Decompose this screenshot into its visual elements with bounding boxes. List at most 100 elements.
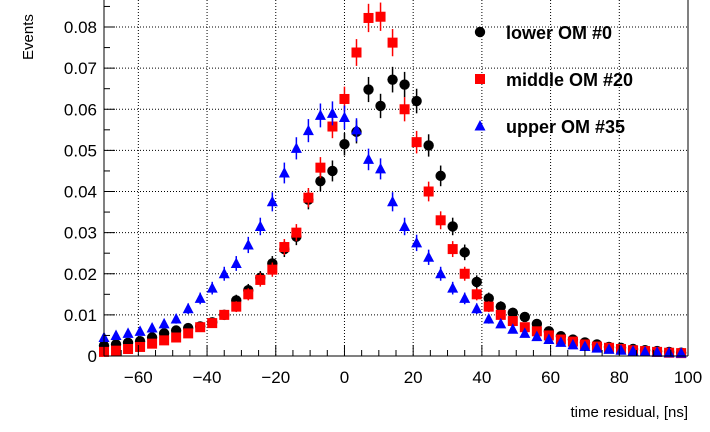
data-point [435,267,447,279]
data-point [218,267,230,279]
data-point [326,107,338,118]
data-point [291,227,302,238]
data-point [447,244,458,255]
data-point [567,338,579,350]
x-tick-label: 40 [472,368,491,387]
data-point [411,95,422,107]
data-point [122,327,134,338]
data-point [639,345,651,357]
axes [103,0,689,357]
data-point [519,322,530,333]
data-point [495,317,507,329]
data-point [363,153,375,164]
data-point [314,109,326,120]
data-point [519,311,531,323]
data-point [159,335,170,346]
data-point [399,104,410,115]
data-point [543,333,555,345]
data-point [471,289,482,300]
legend-marker [474,120,486,131]
data-point [471,302,483,314]
data-point [363,12,374,23]
data-point [507,323,519,334]
legend-label: middle OM #20 [506,70,633,90]
data-point [507,307,518,319]
legend-label: upper OM #35 [506,117,625,137]
data-point [663,346,675,358]
y-tick-label: 0.08 [64,18,97,37]
data-point [327,121,338,132]
data-point [350,123,362,135]
data-point [183,328,194,339]
data-point [315,176,326,187]
x-tick-label: −20 [261,368,290,387]
data-point [447,221,458,232]
data-point [399,220,411,231]
data-point [111,345,122,356]
data-point [603,343,615,354]
x-tick-label: 80 [610,368,629,387]
data-point [375,162,387,174]
x-axis-title: time residual, [ns] [570,404,688,421]
x-tick-label: 0 [340,368,349,387]
data-point [147,338,158,349]
y-tick-label: 0.06 [64,100,97,119]
series-square [99,2,687,359]
data-point [243,289,254,300]
data-point [182,302,194,314]
data-point [231,301,242,312]
data-point [303,192,314,203]
data-point [171,332,182,343]
y-tick-label: 0.02 [64,265,97,284]
data-point [267,264,278,275]
data-point [110,329,122,340]
data-point [411,137,422,148]
x-tick-label: −60 [124,368,153,387]
data-point [591,342,603,353]
data-point [302,124,314,136]
y-tick-label: 0.01 [64,306,97,325]
data-point [375,100,386,112]
data-point [338,111,350,122]
data-point [195,322,206,333]
data-point [290,142,302,153]
legend-label: lower OM #0 [506,23,612,43]
data-point [399,79,410,90]
y-tick-label: 0.04 [64,183,97,202]
x-tick-label: 60 [541,368,560,387]
data-point [219,309,230,320]
data-point [230,257,242,268]
data-point [423,140,434,151]
data-point [615,344,627,355]
data-point [135,341,146,352]
data-point [519,327,531,338]
data-point [627,345,639,356]
data-point [483,293,494,304]
tick-labels: −60 −40 −20 0 20 40 60 80 100 0 0.01 0.02 0.03 0.04 0.… [64,18,702,387]
data-point [423,251,435,262]
y-tick-label: 0.03 [64,224,97,243]
data-point [266,195,278,207]
data-point [483,301,494,312]
data-point [375,11,386,22]
data-point [254,220,266,231]
data-point [495,309,506,320]
x-tick-label: −40 [193,368,222,387]
data-point [651,346,663,357]
data-point [507,316,518,327]
data-point [339,93,350,104]
data-points [98,2,687,359]
data-point [483,312,495,324]
legend: lower OM #0 middle OM #20 upper OM #35 [474,23,633,137]
data-point [471,276,482,288]
data-point [123,344,134,355]
y-tick-label: 0.07 [64,59,97,78]
grid [104,0,689,357]
y-tick-label: 0.05 [64,141,97,160]
data-point [495,301,506,312]
data-point [387,74,398,85]
series-triangle [98,101,687,358]
data-point [194,292,206,303]
series-circle [98,66,687,358]
data-point [435,170,446,182]
